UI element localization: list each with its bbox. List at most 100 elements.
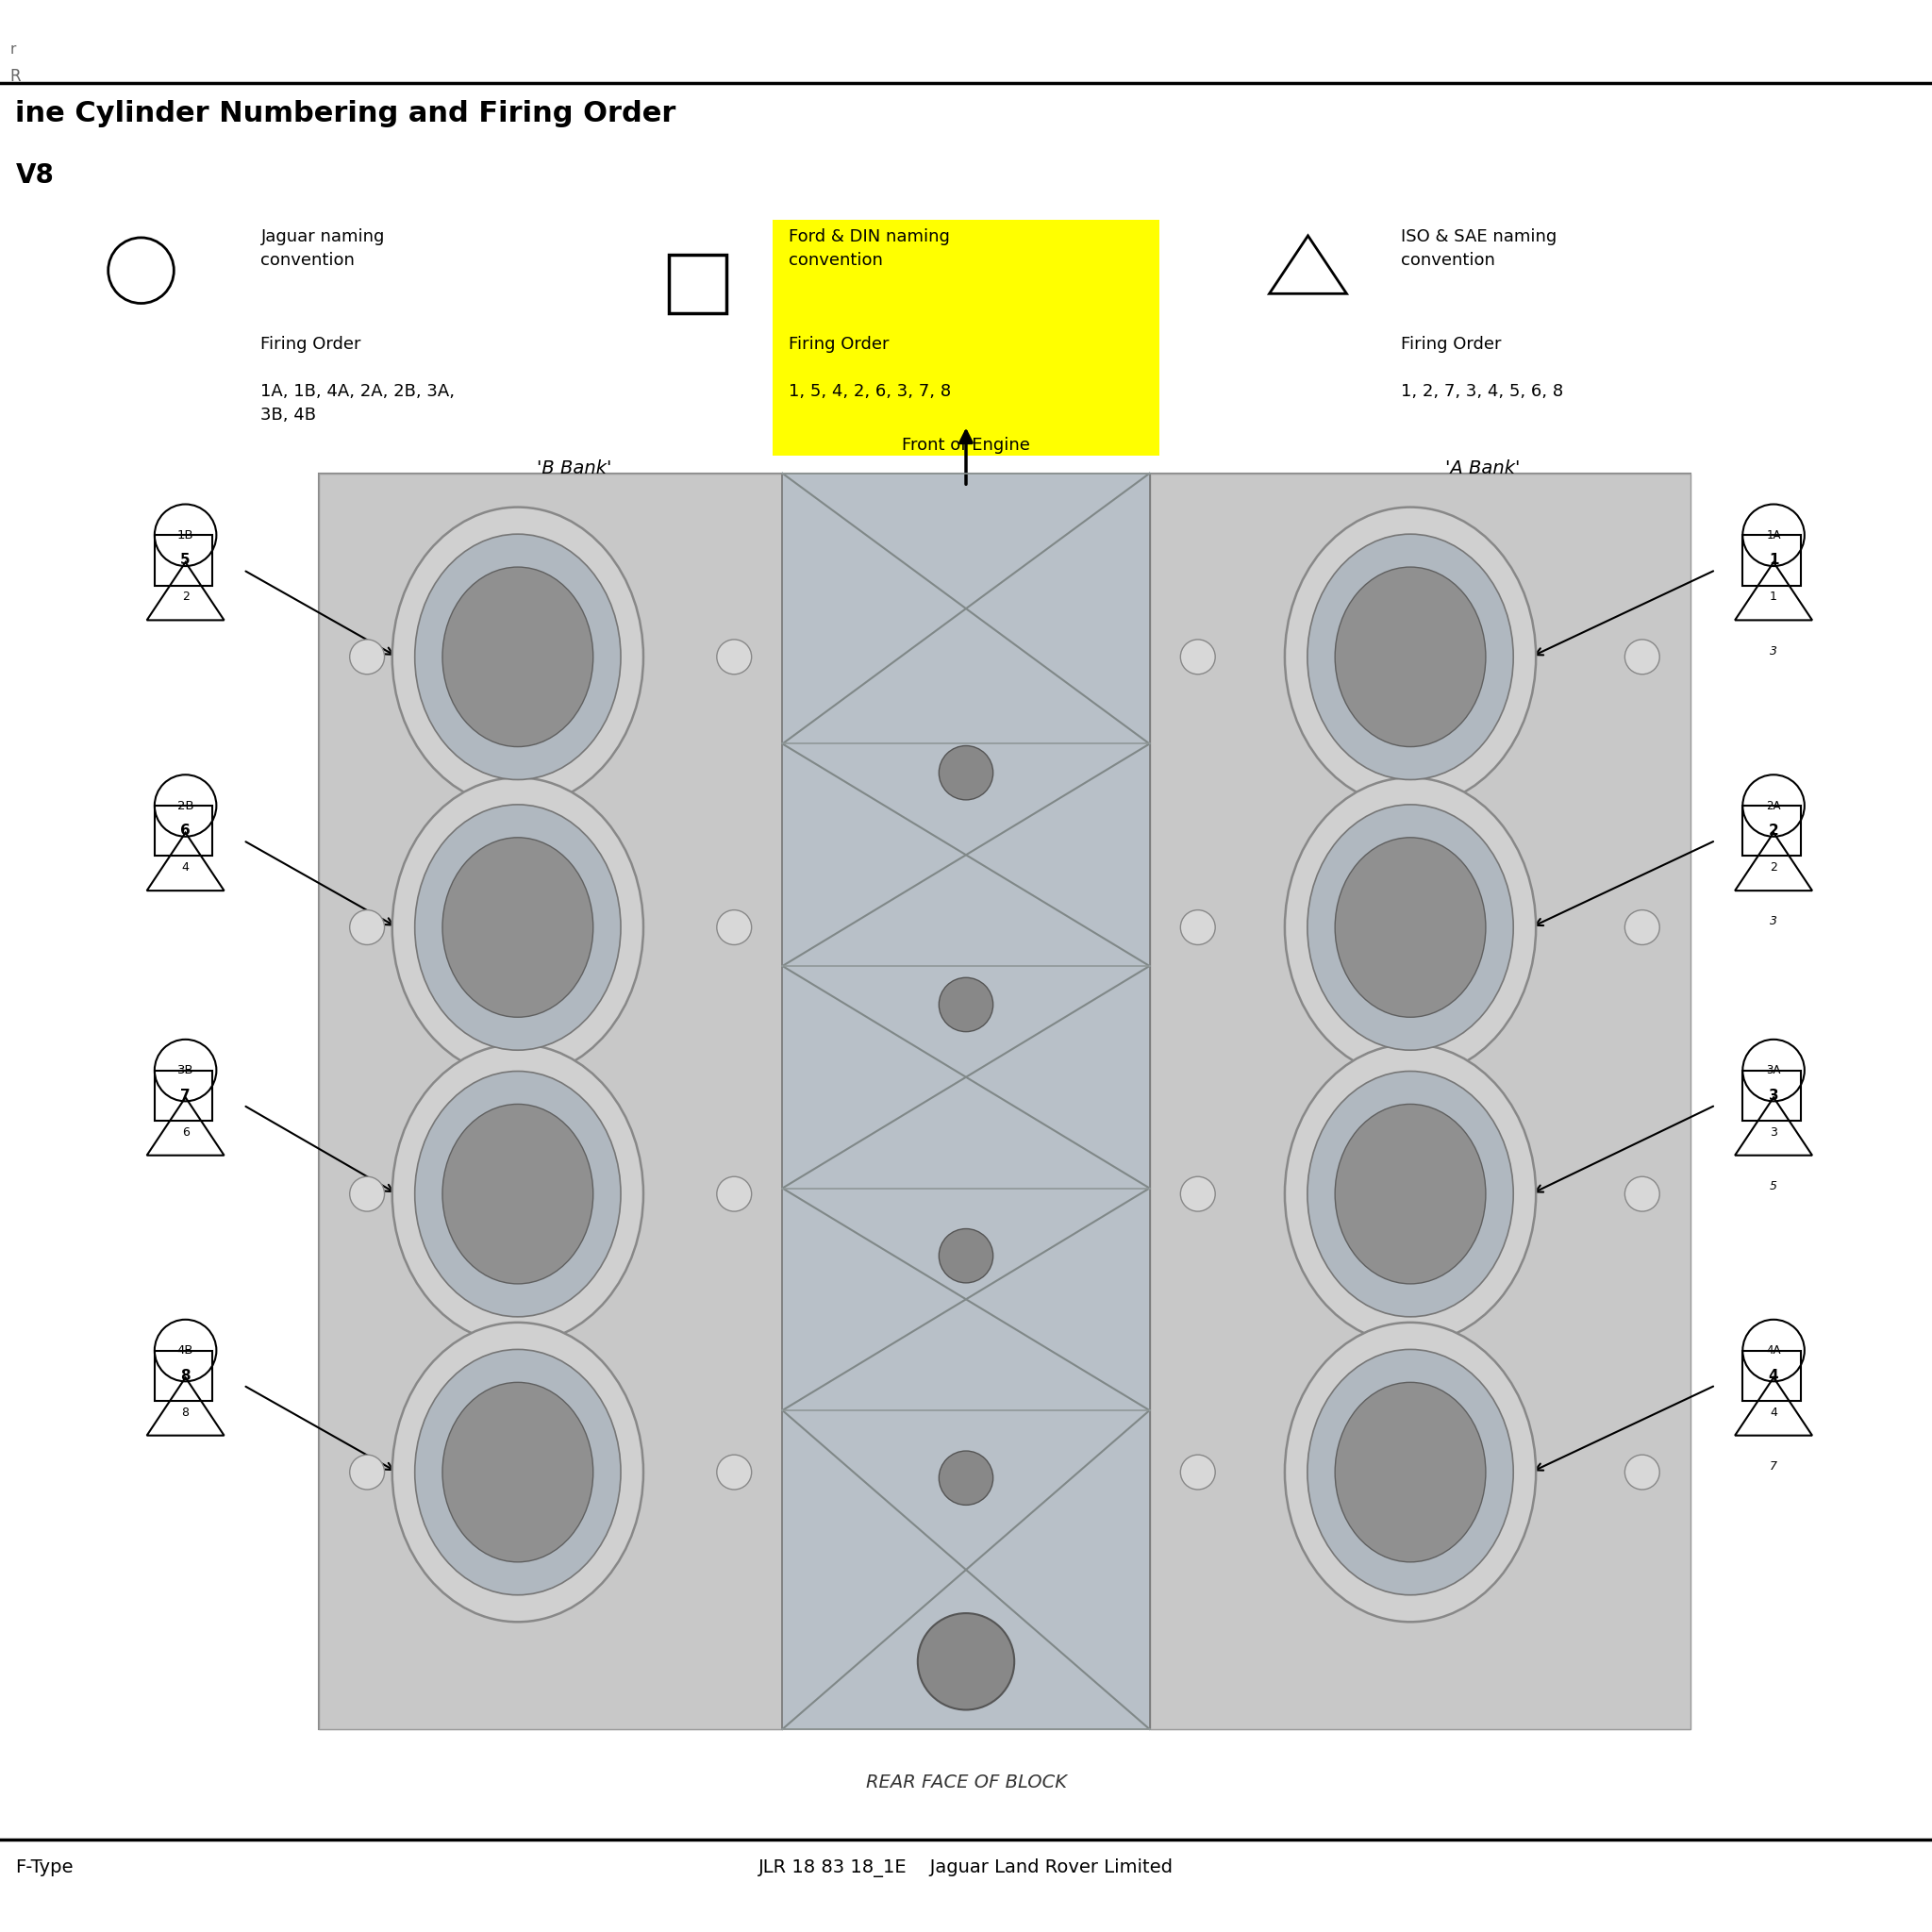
Text: 3A: 3A <box>1766 1065 1781 1076</box>
Circle shape <box>717 1455 752 1490</box>
Bar <box>668 255 726 313</box>
Text: Firing Order: Firing Order <box>261 336 361 354</box>
Bar <box>155 1070 213 1121</box>
Text: Firing Order: Firing Order <box>1401 336 1501 354</box>
Text: 6: 6 <box>180 823 191 838</box>
Ellipse shape <box>1308 1070 1513 1318</box>
Circle shape <box>350 910 384 945</box>
Text: 6: 6 <box>182 1126 189 1138</box>
Bar <box>155 535 213 585</box>
Text: 7: 7 <box>1770 1461 1777 1472</box>
Ellipse shape <box>415 533 620 781</box>
Text: ine Cylinder Numbering and Firing Order: ine Cylinder Numbering and Firing Order <box>15 100 676 128</box>
FancyBboxPatch shape <box>773 220 1159 456</box>
Bar <box>1150 473 1690 1729</box>
Text: 'B Bank': 'B Bank' <box>537 460 612 477</box>
Text: Ford & DIN naming
convention: Ford & DIN naming convention <box>788 228 949 269</box>
Text: 1, 5, 4, 2, 6, 3, 7, 8: 1, 5, 4, 2, 6, 3, 7, 8 <box>788 383 951 400</box>
Bar <box>1743 1070 1801 1121</box>
Text: 2B: 2B <box>178 800 193 811</box>
Text: 1: 1 <box>1768 553 1779 568</box>
Bar <box>155 1350 213 1401</box>
Ellipse shape <box>1285 777 1536 1078</box>
Text: 8: 8 <box>182 1406 189 1418</box>
Bar <box>1743 1350 1801 1401</box>
Text: 2: 2 <box>1768 823 1779 838</box>
Ellipse shape <box>415 1070 620 1318</box>
Ellipse shape <box>1285 1043 1536 1345</box>
Text: 1: 1 <box>1770 591 1777 603</box>
Circle shape <box>350 1177 384 1211</box>
Bar <box>319 473 1690 1729</box>
Ellipse shape <box>415 1349 620 1596</box>
Text: 3: 3 <box>1770 645 1777 657</box>
Ellipse shape <box>392 777 643 1078</box>
Text: R: R <box>10 68 21 85</box>
Text: 1B: 1B <box>178 529 193 541</box>
Ellipse shape <box>1308 1349 1513 1596</box>
Circle shape <box>1180 639 1215 674</box>
Text: 4: 4 <box>1770 1406 1777 1418</box>
Text: REAR FACE OF BLOCK: REAR FACE OF BLOCK <box>866 1774 1066 1791</box>
Circle shape <box>918 1613 1014 1710</box>
Text: 3: 3 <box>1770 916 1777 927</box>
Ellipse shape <box>1308 533 1513 781</box>
Text: V8: V8 <box>15 162 54 189</box>
Text: 2A: 2A <box>1766 800 1781 811</box>
Text: 1A, 1B, 4A, 2A, 2B, 3A,
3B, 4B: 1A, 1B, 4A, 2A, 2B, 3A, 3B, 4B <box>261 383 456 423</box>
Ellipse shape <box>1335 1383 1486 1561</box>
Circle shape <box>1625 910 1660 945</box>
Text: 1A: 1A <box>1766 529 1781 541</box>
Text: 'A Bank': 'A Bank' <box>1445 460 1520 477</box>
Text: 4B: 4B <box>178 1345 193 1356</box>
Ellipse shape <box>1335 838 1486 1016</box>
Circle shape <box>1180 1177 1215 1211</box>
Ellipse shape <box>1285 506 1536 808</box>
Ellipse shape <box>1335 568 1486 746</box>
Text: 3: 3 <box>1768 1088 1779 1103</box>
Ellipse shape <box>392 1043 643 1345</box>
Circle shape <box>717 1177 752 1211</box>
Ellipse shape <box>392 506 643 808</box>
Text: 3B: 3B <box>178 1065 193 1076</box>
Text: 1, 2, 7, 3, 4, 5, 6, 8: 1, 2, 7, 3, 4, 5, 6, 8 <box>1401 383 1563 400</box>
Text: ISO & SAE naming
convention: ISO & SAE naming convention <box>1401 228 1557 269</box>
Ellipse shape <box>442 1383 593 1561</box>
Ellipse shape <box>1335 1105 1486 1283</box>
Circle shape <box>717 639 752 674</box>
Text: 4A: 4A <box>1766 1345 1781 1356</box>
Text: Firing Order: Firing Order <box>788 336 889 354</box>
Text: Front of Engine: Front of Engine <box>902 437 1030 454</box>
Text: 2: 2 <box>182 591 189 603</box>
Text: JLR 18 83 18_1E    Jaguar Land Rover Limited: JLR 18 83 18_1E Jaguar Land Rover Limite… <box>759 1859 1173 1878</box>
Ellipse shape <box>1285 1321 1536 1623</box>
Bar <box>319 473 782 1729</box>
Ellipse shape <box>442 838 593 1016</box>
Circle shape <box>939 746 993 800</box>
Circle shape <box>350 1455 384 1490</box>
Text: 7: 7 <box>180 1088 191 1103</box>
Text: 4: 4 <box>182 862 189 873</box>
Bar <box>782 473 1150 1729</box>
Text: 2: 2 <box>1770 862 1777 873</box>
Text: 3: 3 <box>1770 1126 1777 1138</box>
Bar <box>1743 535 1801 585</box>
Text: F-Type: F-Type <box>15 1859 73 1876</box>
Circle shape <box>717 910 752 945</box>
Circle shape <box>1625 1455 1660 1490</box>
Circle shape <box>939 1229 993 1283</box>
Text: 5: 5 <box>1770 1180 1777 1192</box>
Ellipse shape <box>442 568 593 746</box>
Circle shape <box>939 1451 993 1505</box>
Text: 5: 5 <box>180 553 191 568</box>
Circle shape <box>1625 1177 1660 1211</box>
Circle shape <box>939 978 993 1032</box>
Circle shape <box>1625 639 1660 674</box>
Bar <box>1743 806 1801 856</box>
Circle shape <box>1180 910 1215 945</box>
Bar <box>155 806 213 856</box>
Circle shape <box>1180 1455 1215 1490</box>
Text: 8: 8 <box>180 1368 191 1383</box>
Ellipse shape <box>392 1321 643 1623</box>
Ellipse shape <box>1308 804 1513 1051</box>
